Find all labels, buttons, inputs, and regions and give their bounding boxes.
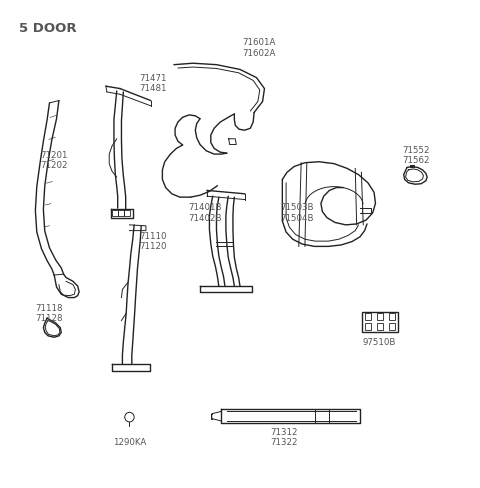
Text: 71601A
71602A: 71601A 71602A xyxy=(242,38,276,58)
Text: 71471
71481: 71471 71481 xyxy=(139,74,167,94)
Text: 71503B
71504B: 71503B 71504B xyxy=(280,203,313,223)
Text: 71401B
71402B: 71401B 71402B xyxy=(188,203,222,223)
Text: 71118
71128: 71118 71128 xyxy=(36,304,63,323)
Text: 97510B: 97510B xyxy=(362,338,396,346)
Text: 71552
71562: 71552 71562 xyxy=(402,146,430,165)
Bar xyxy=(365,324,371,330)
Text: 71110
71120: 71110 71120 xyxy=(139,232,167,251)
Bar xyxy=(377,324,383,330)
Text: 71312
71322: 71312 71322 xyxy=(271,428,298,447)
Bar xyxy=(124,210,130,216)
Text: 5 DOOR: 5 DOOR xyxy=(19,21,76,35)
Bar xyxy=(118,210,124,216)
Bar xyxy=(112,210,118,216)
Bar xyxy=(365,313,371,321)
Bar xyxy=(377,313,383,321)
Text: 1290KA: 1290KA xyxy=(113,438,146,447)
Bar xyxy=(362,312,397,332)
Bar xyxy=(389,313,395,321)
Bar xyxy=(389,324,395,330)
Text: 71201
71202: 71201 71202 xyxy=(40,151,68,170)
